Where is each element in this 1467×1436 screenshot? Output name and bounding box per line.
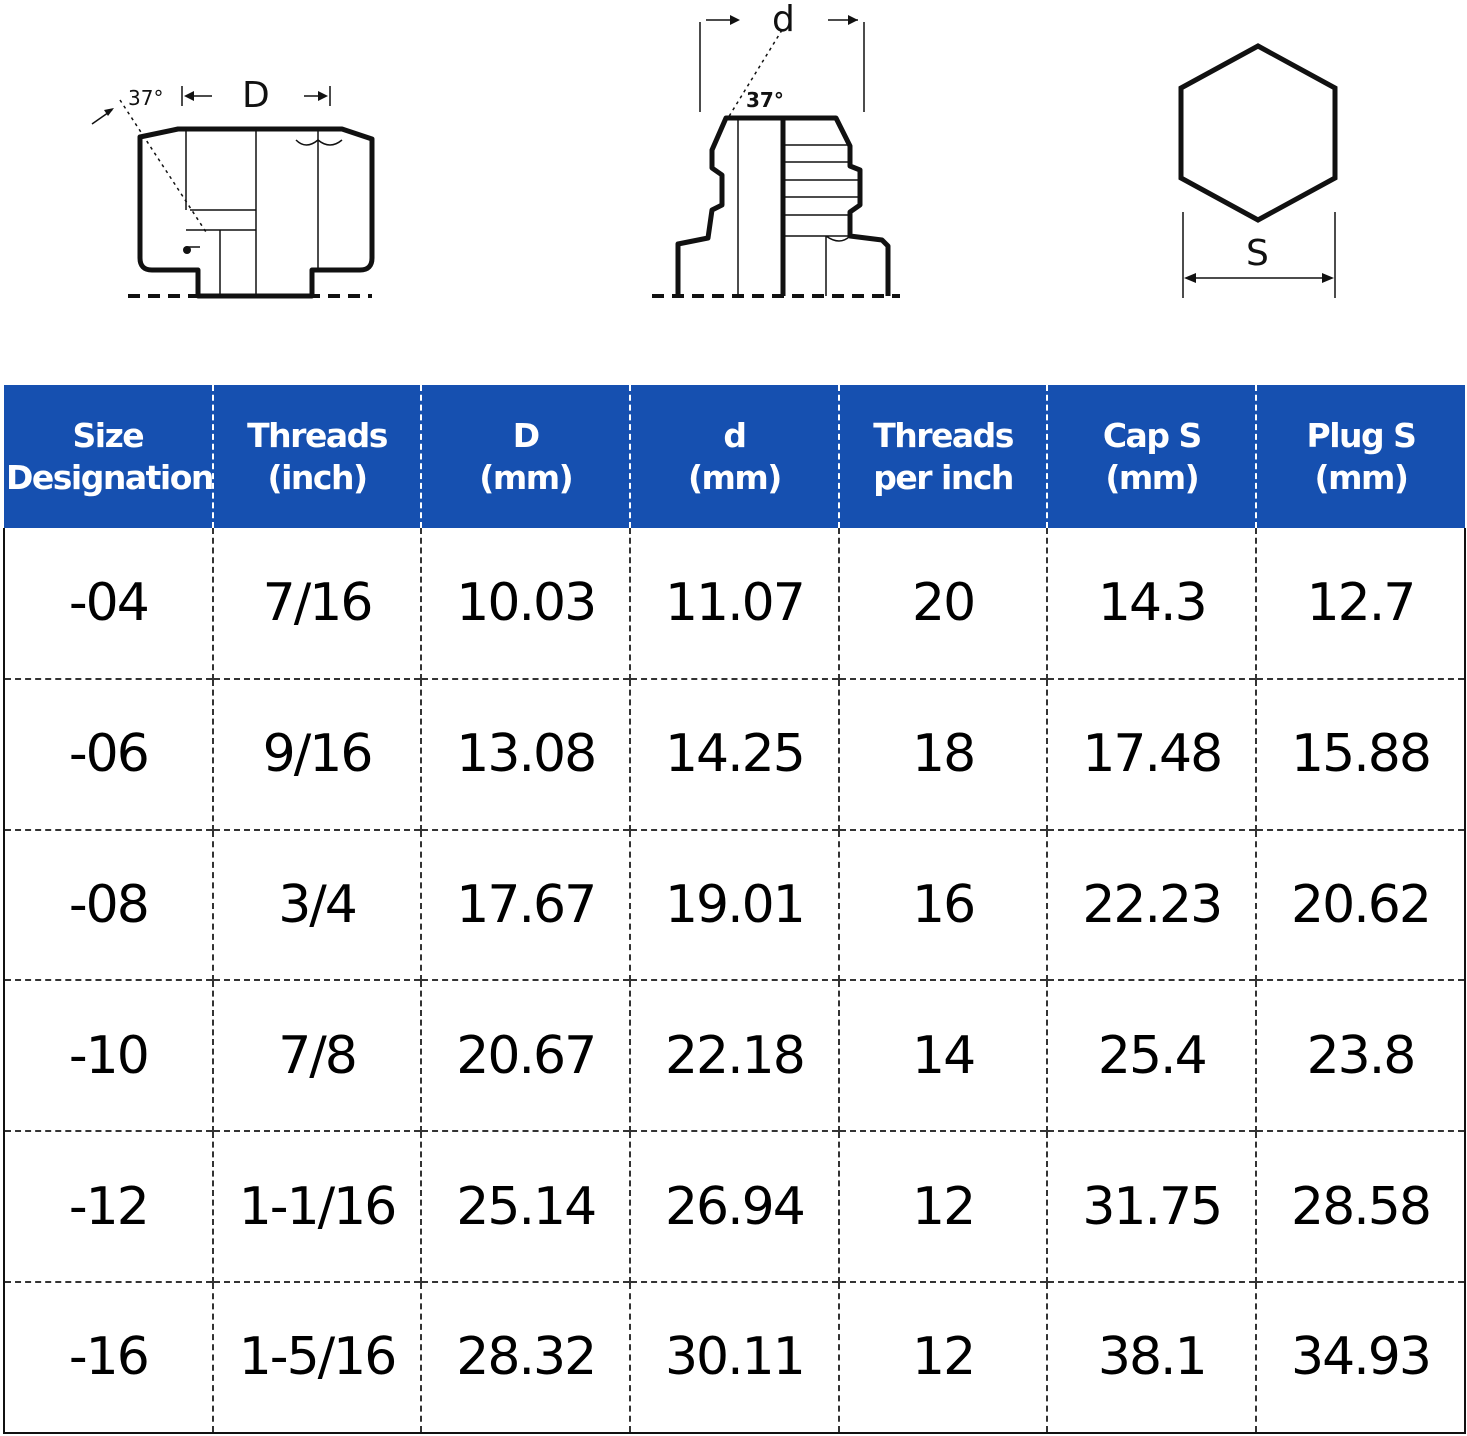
plug-diagram <box>652 15 900 298</box>
header-plug-s-mm: Plug S (mm) <box>1255 385 1465 528</box>
cell-d-upper: 20.67 <box>420 979 631 1132</box>
cell-plug-s: 23.8 <box>1255 979 1466 1132</box>
table-body: -04 7/16 10.03 11.07 20 14.3 12.7 -06 9/… <box>3 528 1466 1434</box>
cell-threads-inch: 7/16 <box>211 528 422 679</box>
cell-threads-inch: 7/8 <box>211 979 422 1132</box>
cell-threads-inch: 1-5/16 <box>211 1280 422 1434</box>
table-row: -06 9/16 13.08 14.25 18 17.48 15.88 <box>3 677 1466 830</box>
cell-tpi: 14 <box>837 979 1048 1132</box>
header-threads-inch: Threads (inch) <box>211 385 422 528</box>
cell-d-upper: 17.67 <box>420 828 631 981</box>
diagram-area: 37° D 37° d S <box>0 0 1467 340</box>
cap-angle-label: 37° <box>128 86 164 110</box>
cell-cap-s: 17.48 <box>1046 677 1257 830</box>
cell-size: -16 <box>3 1280 213 1434</box>
cell-d-upper: 13.08 <box>420 677 631 830</box>
cell-d-lower: 26.94 <box>629 1130 839 1282</box>
cap-diagram <box>91 86 375 299</box>
cell-d-lower: 14.25 <box>629 677 839 830</box>
cell-cap-s: 25.4 <box>1046 979 1257 1132</box>
cell-plug-s: 28.58 <box>1255 1130 1466 1282</box>
table-row: -12 1-1/16 25.14 26.94 12 31.75 28.58 <box>3 1130 1466 1282</box>
cell-cap-s: 22.23 <box>1046 828 1257 981</box>
header-d-upper-mm: D (mm) <box>420 385 631 528</box>
table-row: -08 3/4 17.67 19.01 16 22.23 20.62 <box>3 828 1466 981</box>
cell-tpi: 12 <box>837 1130 1048 1282</box>
cell-size: -12 <box>3 1130 213 1282</box>
cell-cap-s: 31.75 <box>1046 1130 1257 1282</box>
cell-size: -06 <box>3 677 213 830</box>
cell-tpi: 16 <box>837 828 1048 981</box>
cell-threads-inch: 1-1/16 <box>211 1130 422 1282</box>
header-cap-s-mm: Cap S (mm) <box>1046 385 1257 528</box>
cell-d-lower: 30.11 <box>629 1280 839 1434</box>
cell-cap-s: 38.1 <box>1046 1280 1257 1434</box>
cell-d-lower: 19.01 <box>629 828 839 981</box>
header-size-designation: Size Designation <box>4 385 214 528</box>
cell-plug-s: 15.88 <box>1255 677 1466 830</box>
fitting-spec-table: Size Designation Threads (inch) D (mm) d (mm… <box>3 385 1466 1434</box>
cell-size: -08 <box>3 828 213 981</box>
cell-size: -10 <box>3 979 213 1132</box>
cell-size: -04 <box>3 528 213 679</box>
cell-d-upper: 10.03 <box>420 528 631 679</box>
hex-dimension-label: S <box>1246 233 1269 274</box>
table-row: -16 1-5/16 28.32 30.11 12 38.1 34.93 <box>3 1280 1466 1434</box>
table-row: -10 7/8 20.67 22.18 14 25.4 23.8 <box>3 979 1466 1132</box>
cell-plug-s: 20.62 <box>1255 828 1466 981</box>
header-row: Size Designation Threads (inch) D (mm) d (mm… <box>4 385 1465 528</box>
plug-dimension-label: d <box>772 0 795 40</box>
header-threads-per-inch: Threads per inch <box>837 385 1048 528</box>
cell-threads-inch: 3/4 <box>211 828 422 981</box>
table-header: Size Designation Threads (inch) D (mm) d (mm… <box>4 385 1465 528</box>
cell-d-upper: 28.32 <box>420 1280 631 1434</box>
header-d-lower-mm: d (mm) <box>629 385 839 528</box>
cell-d-upper: 25.14 <box>420 1130 631 1282</box>
plug-angle-label: 37° <box>746 88 784 112</box>
cell-d-lower: 11.07 <box>629 528 839 679</box>
cell-tpi: 20 <box>837 528 1048 679</box>
cell-plug-s: 12.7 <box>1255 528 1466 679</box>
cell-threads-inch: 9/16 <box>211 677 422 830</box>
cell-plug-s: 34.93 <box>1255 1280 1466 1434</box>
table-row: -04 7/16 10.03 11.07 20 14.3 12.7 <box>3 528 1466 679</box>
cell-tpi: 18 <box>837 677 1048 830</box>
cell-d-lower: 22.18 <box>629 979 839 1132</box>
cap-dimension-label: D <box>242 75 270 116</box>
hex-diagram <box>1178 43 1338 298</box>
cell-tpi: 12 <box>837 1280 1048 1434</box>
cell-cap-s: 14.3 <box>1046 528 1257 679</box>
